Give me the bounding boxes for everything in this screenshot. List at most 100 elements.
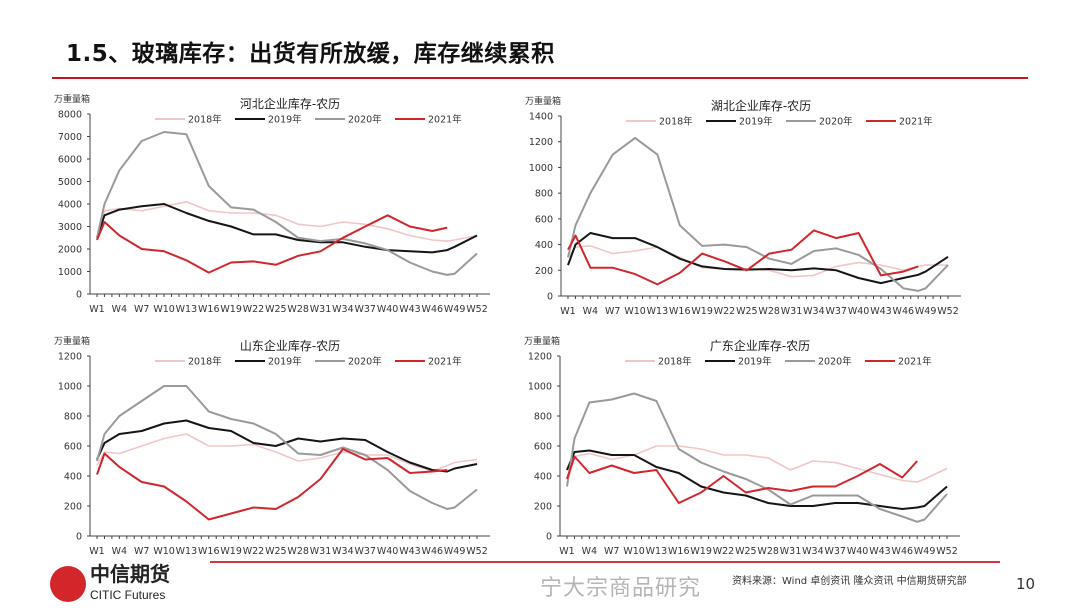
slide-title: 1.5、玻璃库存：出货有所放缓，库存继续累积 (66, 41, 555, 67)
x-tick-label: W34 (332, 304, 353, 315)
y-tick-label: 1400 (529, 112, 553, 123)
x-tick-label: W40 (377, 546, 398, 557)
x-tick-label: W19 (691, 306, 712, 317)
x-tick-label: W34 (332, 546, 353, 557)
series-line-2020 (96, 385, 478, 510)
series-line-2019 (96, 419, 478, 473)
x-tick-label: W13 (647, 306, 668, 317)
x-tick-label: W43 (869, 546, 890, 557)
x-tick-label: W25 (265, 304, 286, 315)
x-tick-label: W40 (847, 546, 868, 557)
series-line-2021 (96, 448, 448, 521)
x-tick-label: W28 (287, 546, 308, 557)
y-tick-label: 3000 (58, 222, 82, 233)
chart-svg: 万重量箱 湖北企业库存-农历 0 200 400 600 800 1000 1200 1400 W1… (525, 95, 961, 317)
chart-svg: 万重量箱 山东企业库存-农历 0 200 400 600 800 1000 1200 W1 W4 W7… (54, 335, 490, 557)
x-tick-label: W37 (354, 304, 375, 315)
series-line-2021 (566, 455, 918, 504)
chart-shandong: 万重量箱 山东企业库存-农历 0 200 400 600 800 1000 1200 W1 W4 W7… (50, 332, 520, 567)
chart-title: 广东企业库存-农历 (710, 338, 810, 353)
legend-label: 2021年 (428, 114, 462, 126)
x-tick-label: W10 (153, 304, 174, 315)
x-tick-label: W10 (623, 546, 644, 557)
legend-label: 2021年 (428, 356, 462, 368)
legend-label: 2018年 (659, 116, 693, 128)
x-tick-label: W46 (892, 546, 913, 557)
watermark: 宁大宗商品研究 (540, 576, 702, 601)
x-tick-label: W28 (757, 546, 778, 557)
chart-guangdong: 万重量箱 广东企业库存-农历 0 200 400 600 800 1000 1200 W1 W4 W7… (520, 332, 990, 567)
page-number: 10 (1016, 575, 1036, 593)
y-tick-label: 600 (534, 442, 552, 453)
series-line-2020 (566, 392, 948, 523)
x-tick-label: W7 (605, 306, 620, 317)
y-axis-unit: 万重量箱 (54, 335, 90, 347)
x-tick-label: W1 (559, 546, 574, 557)
x-tick-label: W22 (243, 546, 264, 557)
x-tick-label: W40 (848, 306, 869, 317)
x-tick-label: W37 (354, 546, 375, 557)
chart-svg: 万重量箱 河北企业库存-农历 0 1000 2000 3000 4000 5000 6000 70… (54, 93, 490, 315)
x-tick-label: W52 (937, 306, 958, 317)
x-tick-label: W49 (444, 304, 465, 315)
x-tick-label: W31 (310, 546, 331, 557)
x-tick-label: W13 (176, 304, 197, 315)
x-tick-label: W34 (803, 306, 824, 317)
x-tick-label: W49 (914, 546, 935, 557)
y-tick-label: 400 (535, 240, 553, 251)
x-tick-label: W40 (377, 304, 398, 315)
x-tick-label: W25 (736, 306, 757, 317)
legend-label: 2020年 (819, 116, 853, 128)
x-tick-label: W19 (220, 304, 241, 315)
series-line-2018 (566, 445, 948, 484)
legend-label: 2019年 (268, 356, 302, 368)
x-tick-label: W16 (668, 546, 689, 557)
legend-label: 2019年 (739, 116, 773, 128)
y-tick-label: 7000 (58, 132, 82, 143)
series-line-2018 (96, 433, 478, 473)
y-tick-label: 1000 (58, 382, 82, 393)
y-tick-label: 600 (535, 214, 553, 225)
x-tick-label: W52 (466, 546, 487, 557)
series-line-2019 (96, 203, 478, 254)
x-tick-label: W46 (893, 306, 914, 317)
x-tick-label: W7 (134, 304, 149, 315)
y-tick-label: 5000 (58, 177, 82, 188)
chart-title: 山东企业库存-农历 (240, 338, 340, 353)
x-tick-label: W37 (825, 306, 846, 317)
series-line-2018 (96, 201, 478, 242)
x-tick-label: W25 (735, 546, 756, 557)
series-line-2020 (96, 131, 478, 276)
series-line-2019 (567, 232, 949, 285)
x-tick-label: W19 (690, 546, 711, 557)
x-tick-label: W19 (220, 546, 241, 557)
x-tick-label: W43 (399, 304, 420, 315)
y-tick-label: 0 (547, 292, 553, 303)
y-tick-label: 200 (534, 502, 552, 513)
x-tick-label: W22 (713, 546, 734, 557)
legend-label: 2018年 (188, 356, 222, 368)
title-divider (52, 77, 1028, 79)
x-tick-label: W10 (624, 306, 645, 317)
y-tick-label: 400 (64, 472, 82, 483)
x-tick-label: W25 (265, 546, 286, 557)
x-tick-label: W16 (198, 546, 219, 557)
y-tick-label: 1000 (58, 267, 82, 278)
legend-label: 2019年 (268, 114, 302, 126)
chart-title: 湖北企业库存-农历 (711, 98, 811, 113)
y-tick-label: 1000 (529, 163, 553, 174)
x-tick-label: W28 (287, 304, 308, 315)
y-tick-label: 400 (534, 472, 552, 483)
x-tick-label: W31 (310, 304, 331, 315)
series-line-2021 (96, 214, 448, 274)
y-axis-unit: 万重量箱 (525, 95, 561, 107)
source-note: 资料来源：Wind 卓创资讯 隆众资讯 中信期货研究部 (732, 576, 967, 587)
citic-logo-icon (50, 566, 86, 602)
x-tick-label: W34 (802, 546, 823, 557)
x-tick-label: W31 (781, 306, 802, 317)
x-tick-label: W49 (444, 546, 465, 557)
y-axis-unit: 万重量箱 (524, 335, 560, 347)
y-tick-label: 0 (76, 290, 82, 301)
y-tick-label: 8000 (58, 110, 82, 121)
x-tick-label: W1 (560, 306, 575, 317)
